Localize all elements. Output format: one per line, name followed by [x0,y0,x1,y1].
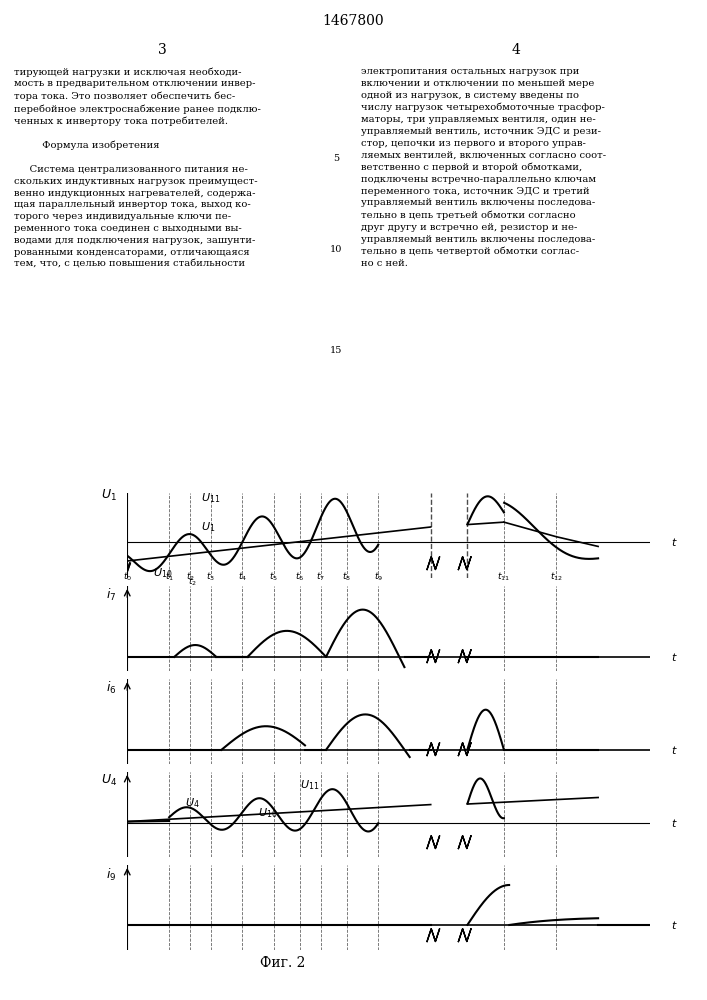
Text: 4: 4 [512,43,520,57]
Text: $i_7$: $i_7$ [107,587,117,603]
Text: 10: 10 [329,245,342,254]
Text: электропитания остальных нагрузок при
включении и отключении по меньшей мере
одн: электропитания остальных нагрузок при вк… [361,67,606,268]
Text: $t_2$: $t_2$ [188,575,197,588]
Text: $i_6$: $i_6$ [106,680,117,696]
Text: $U_{11}$: $U_{11}$ [201,491,220,505]
Text: $t_0$: $t_0$ [123,570,132,583]
Text: 5: 5 [333,154,339,163]
Text: $t$: $t$ [672,536,678,548]
Text: 3: 3 [158,43,167,57]
Text: 15: 15 [329,346,342,355]
Text: $U_4$: $U_4$ [185,796,199,810]
Text: $t_{11}$: $t_{11}$ [498,570,510,583]
Text: 1467800: 1467800 [322,14,385,28]
Text: $t_5$: $t_5$ [269,570,279,583]
Text: $t_8$: $t_8$ [342,570,351,583]
Text: $t$: $t$ [672,817,678,829]
Text: $t_4$: $t_4$ [238,570,247,583]
Text: $t$: $t$ [672,651,678,663]
Text: $t_{3}$: $t_{3}$ [206,570,216,583]
Text: $U_1$: $U_1$ [101,488,117,503]
Text: $t$: $t$ [672,919,678,931]
Text: $U_1$: $U_1$ [201,520,215,534]
Text: $U_{10}$: $U_{10}$ [258,806,278,820]
Text: $t_6$: $t_6$ [296,570,305,583]
Text: $U_4$: $U_4$ [100,773,117,788]
Text: Фиг. 2: Фиг. 2 [260,956,305,970]
Text: $i_9$: $i_9$ [107,867,117,883]
Text: $U_{11}$: $U_{11}$ [300,778,320,792]
Text: $t_7$: $t_7$ [316,570,325,583]
Text: $U_{10}$: $U_{10}$ [153,566,173,580]
Text: тирующей нагрузки и исключая необходи-
мость в предварительном отключении инвер-: тирующей нагрузки и исключая необходи- м… [14,67,261,268]
Text: $t_{12}$: $t_{12}$ [550,570,563,583]
Text: $t_{2}$: $t_{2}$ [185,570,194,583]
Text: $t_9$: $t_9$ [374,570,383,583]
Text: $t$: $t$ [672,744,678,756]
Text: $t_{1}$: $t_{1}$ [165,570,174,583]
